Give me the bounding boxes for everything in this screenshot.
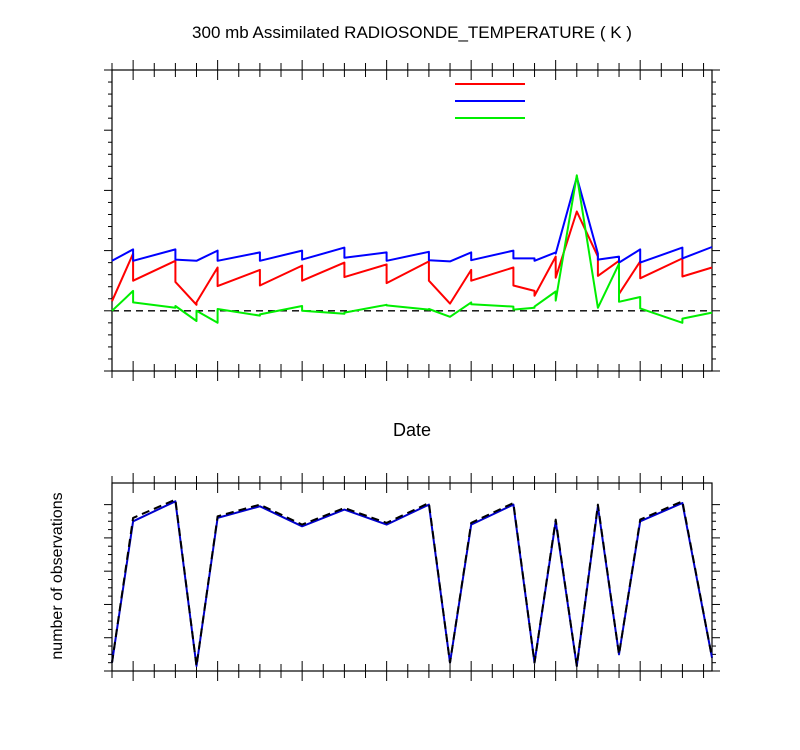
temperature-plot bbox=[104, 60, 720, 381]
series-line-sprd-ob-error bbox=[111, 176, 713, 264]
chart-title: 300 mb Assimilated RADIOSONDE_TEMPERATUR… bbox=[192, 23, 632, 42]
series-line-observations-solid bbox=[111, 500, 713, 667]
series-line-rmse bbox=[111, 210, 713, 306]
plot-frame bbox=[111, 69, 713, 372]
plot-frame bbox=[111, 482, 713, 672]
series-line-observations-dashed bbox=[111, 498, 713, 667]
bottom-y-axis-label: number of observations bbox=[49, 492, 66, 659]
observations-plot bbox=[104, 473, 720, 681]
series-line-bias-o-f bbox=[111, 174, 713, 324]
top-x-axis-label: Date bbox=[393, 420, 431, 440]
